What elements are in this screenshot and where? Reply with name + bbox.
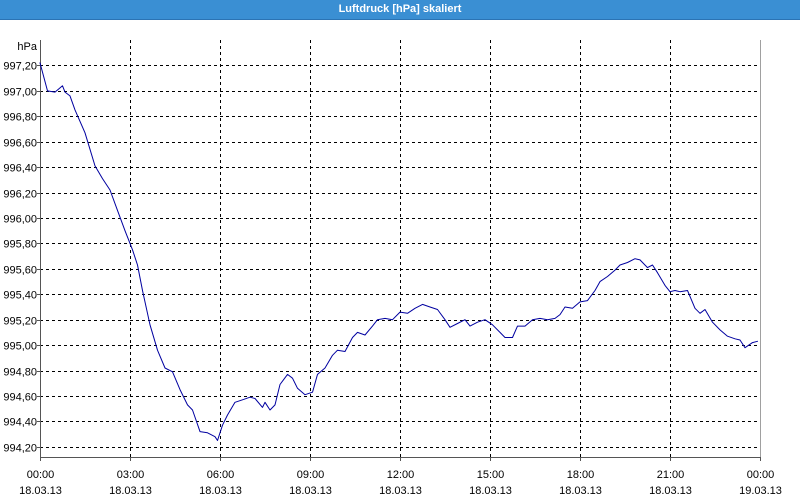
chart-title: Luftdruck [hPa] skaliert — [338, 3, 462, 15]
x-tick-time-label: 18:00 — [567, 469, 595, 481]
y-tick-label: 996,40 — [3, 163, 37, 175]
y-tick-label: 997,20 — [3, 61, 37, 73]
x-tick-date-label: 18.03.13 — [109, 485, 152, 497]
x-tick-date-label: 19.03.13 — [739, 485, 782, 497]
x-tick-time-label: 15:00 — [477, 469, 505, 481]
y-tick-label: 994,20 — [3, 443, 37, 455]
x-tick-date-label: 18.03.13 — [289, 485, 332, 497]
x-tick-date-label: 18.03.13 — [379, 485, 422, 497]
y-tick-label: 996,20 — [3, 189, 37, 201]
x-tick-date-label: 18.03.13 — [649, 485, 692, 497]
y-tick-label: 995,00 — [3, 341, 37, 353]
x-tick-time-label: 09:00 — [297, 469, 325, 481]
x-axis-ticks: 00:00 18.03.13 03:00 18.03.13 06:00 18.03.13 0… — [19, 457, 782, 497]
x-tick-time-label: 21:00 — [657, 469, 685, 481]
series-line — [39, 62, 758, 441]
title-bar: Luftdruck [hPa] skaliert — [0, 0, 800, 20]
y-tick-label: 996,80 — [3, 112, 37, 124]
x-tick-time-label: 03:00 — [117, 469, 145, 481]
y-axis-unit-label: hPa — [17, 41, 37, 53]
x-tick-date-label: 18.03.13 — [559, 485, 602, 497]
x-tick-time-label: 00:00 — [27, 469, 55, 481]
y-tick-label: 995,40 — [3, 290, 37, 302]
series-group — [39, 62, 758, 441]
y-tick-label: 995,60 — [3, 265, 37, 277]
grid-lines — [40, 40, 760, 457]
y-tick-label: 996,60 — [3, 138, 37, 150]
y-tick-label: 996,00 — [3, 214, 37, 226]
x-tick-date-label: 18.03.13 — [199, 485, 242, 497]
x-tick-time-label: 00:00 — [747, 469, 775, 481]
x-tick-time-label: 12:00 — [387, 469, 415, 481]
x-tick-time-label: 06:00 — [207, 469, 235, 481]
y-tick-label: 994,40 — [3, 417, 37, 429]
x-tick-date-label: 18.03.13 — [19, 485, 62, 497]
y-tick-label: 995,20 — [3, 316, 37, 328]
y-axis-ticks: 997,20 997,00 996,80 996,60 996,40 996,20 996,… — [3, 61, 40, 455]
y-tick-label: 995,80 — [3, 239, 37, 251]
y-tick-label: 994,80 — [3, 367, 37, 379]
y-tick-label: 994,60 — [3, 392, 37, 404]
y-tick-label: 997,00 — [3, 87, 37, 99]
x-tick-date-label: 18.03.13 — [469, 485, 512, 497]
